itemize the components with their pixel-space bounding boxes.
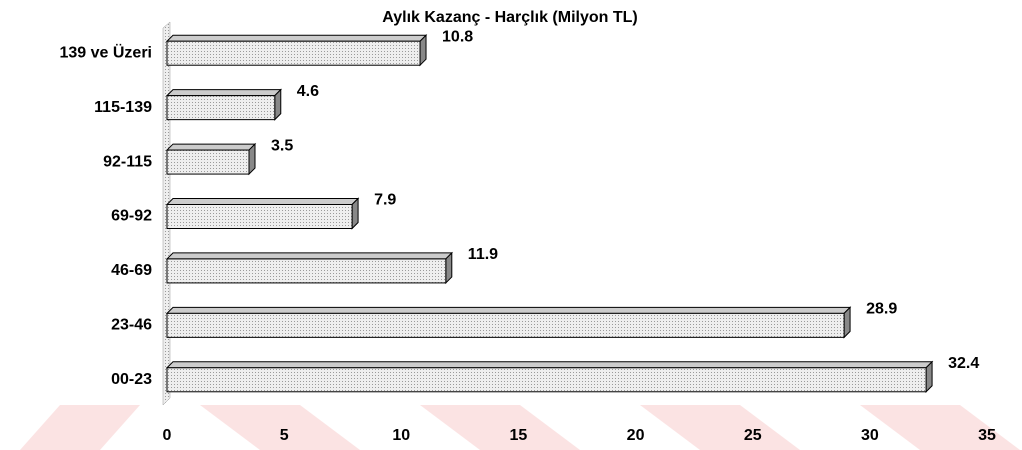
y-tick-label: 139 ve Üzeri <box>59 42 152 61</box>
bar-top <box>165 361 934 369</box>
y-tick-label: 23-46 <box>111 317 152 334</box>
bar <box>166 149 250 175</box>
value-label: 11.9 <box>468 246 498 263</box>
y-tick-label: 115-139 <box>94 99 152 116</box>
value-label: 10.8 <box>442 28 473 45</box>
value-label: 32.4 <box>948 355 979 372</box>
watermark <box>20 405 1020 450</box>
bar-side <box>274 88 282 121</box>
bar-side <box>419 34 427 67</box>
bar-side <box>843 306 851 339</box>
bar-top <box>165 143 257 151</box>
bar-top <box>165 198 360 205</box>
bar-top <box>165 252 454 260</box>
x-tick-label: 20 <box>627 427 645 444</box>
value-label: 7.9 <box>374 192 396 209</box>
bar-side <box>351 197 359 230</box>
y-tick-label: 92-115 <box>103 153 152 170</box>
value-label: 3.5 <box>271 137 293 154</box>
bar <box>166 312 845 338</box>
x-tick-label: 10 <box>392 427 410 444</box>
bar-side <box>925 360 933 393</box>
x-tick-label: 30 <box>861 427 879 444</box>
bar-side <box>248 142 256 176</box>
bar <box>166 95 276 121</box>
x-tick-label: 25 <box>744 427 762 444</box>
value-label: 28.9 <box>866 301 897 318</box>
chart-title: Aylık Kazanç - Harçlık (Milyon TL) <box>382 9 637 26</box>
bar-top <box>165 306 852 314</box>
x-tick-label: 5 <box>280 427 289 444</box>
x-tick-label: 35 <box>978 427 996 444</box>
bar <box>166 204 353 229</box>
bar <box>166 367 927 393</box>
x-tick-label: 0 <box>163 427 172 444</box>
y-tick-label: 46-69 <box>111 262 152 279</box>
bar <box>166 258 447 284</box>
bar-top <box>165 34 428 42</box>
bar <box>166 40 421 66</box>
x-tick-label: 15 <box>510 427 528 444</box>
value-label: 4.6 <box>297 83 319 100</box>
bar-side <box>445 251 453 285</box>
bar-top <box>165 89 282 97</box>
y-tick-label: 69-92 <box>111 208 152 225</box>
y-tick-label: 00-23 <box>111 371 152 388</box>
